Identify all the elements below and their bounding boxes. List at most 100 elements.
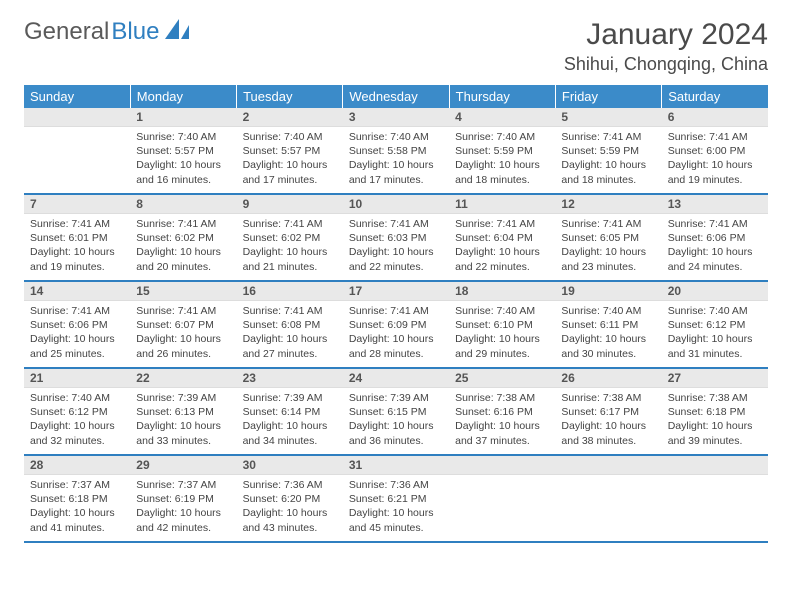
daylight-text: and 30 minutes. <box>561 347 655 361</box>
daylight-text: Daylight: 10 hours <box>455 158 549 172</box>
daylight-text: and 32 minutes. <box>30 434 124 448</box>
sunrise-text: Sunrise: 7:40 AM <box>30 391 124 405</box>
daylight-text: Daylight: 10 hours <box>668 245 762 259</box>
daylight-text: and 36 minutes. <box>349 434 443 448</box>
empty-cell <box>24 108 130 194</box>
sunrise-text: Sunrise: 7:38 AM <box>561 391 655 405</box>
day-body: Sunrise: 7:41 AMSunset: 6:04 PMDaylight:… <box>449 214 555 280</box>
daylight-text: Daylight: 10 hours <box>668 332 762 346</box>
day-cell-8: 8Sunrise: 7:41 AMSunset: 6:02 PMDaylight… <box>130 194 236 281</box>
sunrise-text: Sunrise: 7:40 AM <box>561 304 655 318</box>
day-body: Sunrise: 7:41 AMSunset: 6:05 PMDaylight:… <box>555 214 661 280</box>
day-number: 23 <box>237 369 343 388</box>
daylight-text: and 33 minutes. <box>136 434 230 448</box>
day-number: 8 <box>130 195 236 214</box>
day-body: Sunrise: 7:38 AMSunset: 6:18 PMDaylight:… <box>662 388 768 454</box>
daylight-text: Daylight: 10 hours <box>136 506 230 520</box>
sunset-text: Sunset: 6:06 PM <box>668 231 762 245</box>
daylight-text: Daylight: 10 hours <box>349 332 443 346</box>
sunrise-text: Sunrise: 7:36 AM <box>349 478 443 492</box>
calendar-table: SundayMondayTuesdayWednesdayThursdayFrid… <box>24 85 768 543</box>
day-body: Sunrise: 7:41 AMSunset: 6:02 PMDaylight:… <box>130 214 236 280</box>
sunset-text: Sunset: 6:20 PM <box>243 492 337 506</box>
sunrise-text: Sunrise: 7:40 AM <box>243 130 337 144</box>
daylight-text: and 22 minutes. <box>349 260 443 274</box>
day-number: 7 <box>24 195 130 214</box>
header: GeneralBlue January 2024 Shihui, Chongqi… <box>24 18 768 75</box>
day-body: Sunrise: 7:41 AMSunset: 5:59 PMDaylight:… <box>555 127 661 193</box>
day-header-tuesday: Tuesday <box>237 85 343 108</box>
sunrise-text: Sunrise: 7:39 AM <box>349 391 443 405</box>
day-number: 13 <box>662 195 768 214</box>
sunset-text: Sunset: 6:16 PM <box>455 405 549 419</box>
sunset-text: Sunset: 6:03 PM <box>349 231 443 245</box>
sunrise-text: Sunrise: 7:40 AM <box>455 304 549 318</box>
title-block: January 2024 Shihui, Chongqing, China <box>564 18 768 75</box>
day-number: 25 <box>449 369 555 388</box>
location: Shihui, Chongqing, China <box>564 54 768 75</box>
sunrise-text: Sunrise: 7:41 AM <box>668 130 762 144</box>
sunrise-text: Sunrise: 7:41 AM <box>136 217 230 231</box>
day-body: Sunrise: 7:40 AMSunset: 6:12 PMDaylight:… <box>662 301 768 367</box>
sunset-text: Sunset: 6:07 PM <box>136 318 230 332</box>
day-cell-25: 25 Sunrise: 7:38 AMSunset: 6:16 PMDayligh… <box>449 368 555 455</box>
sunset-text: Sunset: 5:58 PM <box>349 144 443 158</box>
daylight-text: Daylight: 10 hours <box>243 245 337 259</box>
daylight-text: and 41 minutes. <box>30 521 124 535</box>
daylight-text: Daylight: 10 hours <box>349 419 443 433</box>
day-cell-27: 27Sunrise: 7:38 AMSunset: 6:18 PMDayligh… <box>662 368 768 455</box>
day-cell-14: 14Sunrise: 7:41 AMSunset: 6:06 PMDayligh… <box>24 281 130 368</box>
sunset-text: Sunset: 6:18 PM <box>30 492 124 506</box>
sunrise-text: Sunrise: 7:41 AM <box>243 304 337 318</box>
daylight-text: Daylight: 10 hours <box>668 158 762 172</box>
day-cell-16: 16Sunrise: 7:41 AMSunset: 6:08 PMDayligh… <box>237 281 343 368</box>
daylight-text: Daylight: 10 hours <box>243 419 337 433</box>
day-body: Sunrise: 7:40 AMSunset: 6:11 PMDaylight:… <box>555 301 661 367</box>
daylight-text: Daylight: 10 hours <box>349 158 443 172</box>
day-body: Sunrise: 7:41 AMSunset: 6:08 PMDaylight:… <box>237 301 343 367</box>
sunrise-text: Sunrise: 7:40 AM <box>455 130 549 144</box>
day-body: Sunrise: 7:39 AMSunset: 6:14 PMDaylight:… <box>237 388 343 454</box>
sunset-text: Sunset: 6:13 PM <box>136 405 230 419</box>
day-cell-10: 10Sunrise: 7:41 AMSunset: 6:03 PMDayligh… <box>343 194 449 281</box>
day-body <box>662 475 768 541</box>
day-cell-26: 26Sunrise: 7:38 AMSunset: 6:17 PMDayligh… <box>555 368 661 455</box>
sunrise-text: Sunrise: 7:41 AM <box>349 304 443 318</box>
daylight-text: and 18 minutes. <box>561 173 655 187</box>
day-number: 10 <box>343 195 449 214</box>
sunrise-text: Sunrise: 7:41 AM <box>243 217 337 231</box>
day-cell-5: 5Sunrise: 7:41 AMSunset: 5:59 PMDaylight… <box>555 108 661 194</box>
sunset-text: Sunset: 6:17 PM <box>561 405 655 419</box>
sunrise-text: Sunrise: 7:36 AM <box>243 478 337 492</box>
day-body: Sunrise: 7:41 AMSunset: 6:09 PMDaylight:… <box>343 301 449 367</box>
daylight-text: and 21 minutes. <box>243 260 337 274</box>
day-cell-11: 11Sunrise: 7:41 AMSunset: 6:04 PMDayligh… <box>449 194 555 281</box>
day-number: 1 <box>130 108 236 127</box>
sunrise-text: Sunrise: 7:38 AM <box>455 391 549 405</box>
sunset-text: Sunset: 6:02 PM <box>243 231 337 245</box>
empty-cell <box>449 455 555 542</box>
sunrise-text: Sunrise: 7:41 AM <box>349 217 443 231</box>
day-cell-2: 2Sunrise: 7:40 AMSunset: 5:57 PMDaylight… <box>237 108 343 194</box>
sunset-text: Sunset: 5:59 PM <box>455 144 549 158</box>
daylight-text: Daylight: 10 hours <box>455 245 549 259</box>
logo: GeneralBlue <box>24 18 191 46</box>
daylight-text: and 37 minutes. <box>455 434 549 448</box>
day-cell-31: 31Sunrise: 7:36 AMSunset: 6:21 PMDayligh… <box>343 455 449 542</box>
sunrise-text: Sunrise: 7:41 AM <box>561 217 655 231</box>
day-body: Sunrise: 7:41 AMSunset: 6:07 PMDaylight:… <box>130 301 236 367</box>
day-cell-24: 24Sunrise: 7:39 AMSunset: 6:15 PMDayligh… <box>343 368 449 455</box>
sunset-text: Sunset: 6:06 PM <box>30 318 124 332</box>
daylight-text: Daylight: 10 hours <box>455 419 549 433</box>
daylight-text: and 24 minutes. <box>668 260 762 274</box>
day-body: Sunrise: 7:36 AMSunset: 6:20 PMDaylight:… <box>237 475 343 541</box>
sunset-text: Sunset: 6:18 PM <box>668 405 762 419</box>
day-number: 2 <box>237 108 343 127</box>
day-number: 9 <box>237 195 343 214</box>
daylight-text: Daylight: 10 hours <box>30 419 124 433</box>
day-header-friday: Friday <box>555 85 661 108</box>
daylight-text: and 42 minutes. <box>136 521 230 535</box>
sunset-text: Sunset: 6:08 PM <box>243 318 337 332</box>
day-header-saturday: Saturday <box>662 85 768 108</box>
day-number: 6 <box>662 108 768 127</box>
